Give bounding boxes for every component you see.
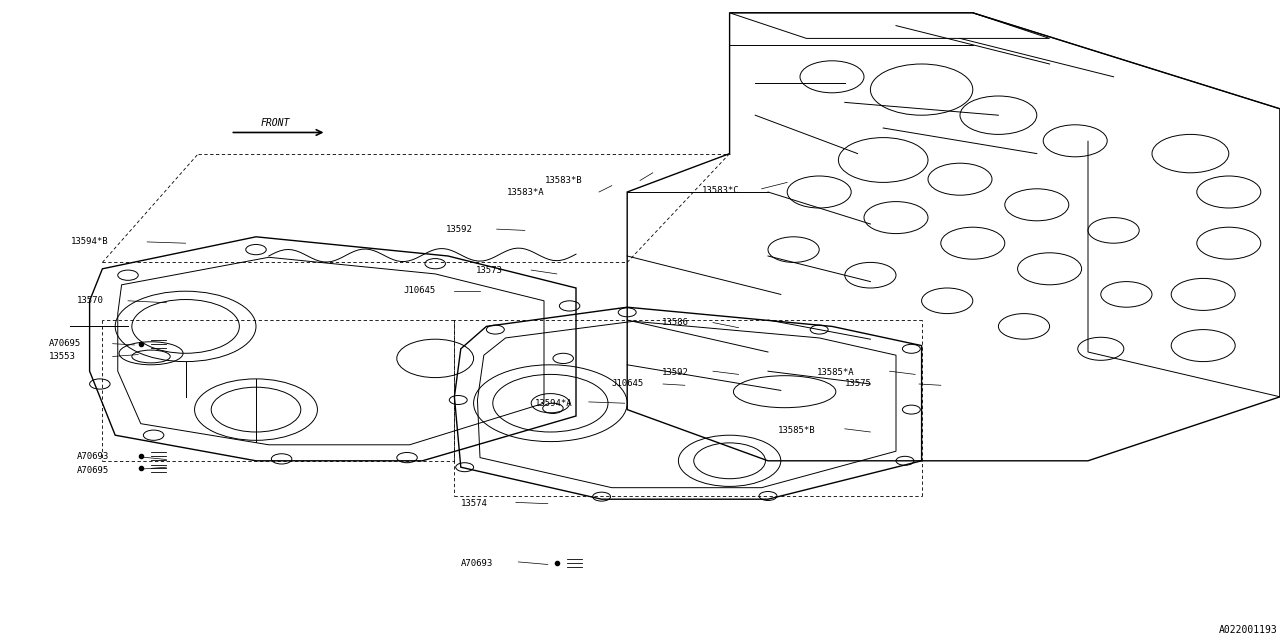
Text: 13570: 13570 — [77, 296, 104, 305]
Text: 13574: 13574 — [461, 499, 488, 508]
Text: 13594*B: 13594*B — [70, 237, 108, 246]
Text: J10645: J10645 — [612, 380, 644, 388]
Text: J10645: J10645 — [403, 286, 435, 295]
Text: A022001193: A022001193 — [1219, 625, 1277, 635]
Text: 13594*A: 13594*A — [535, 399, 572, 408]
Text: 13592: 13592 — [445, 225, 472, 234]
Text: FRONT: FRONT — [261, 118, 289, 128]
Text: 13573: 13573 — [476, 266, 503, 275]
Text: 13583*A: 13583*A — [507, 188, 544, 196]
Text: A70693: A70693 — [461, 559, 493, 568]
Text: A70693: A70693 — [77, 452, 109, 461]
Text: A70695: A70695 — [77, 466, 109, 475]
Text: A70695: A70695 — [49, 339, 81, 348]
Text: 13553: 13553 — [49, 352, 76, 361]
Text: 13586: 13586 — [662, 318, 689, 327]
Text: 13592: 13592 — [662, 368, 689, 377]
Text: 13575: 13575 — [845, 380, 872, 388]
Text: 13585*B: 13585*B — [778, 426, 815, 435]
Text: 13585*A: 13585*A — [817, 368, 854, 377]
Text: 13583*C: 13583*C — [701, 186, 739, 195]
Text: 13583*B: 13583*B — [545, 176, 582, 185]
